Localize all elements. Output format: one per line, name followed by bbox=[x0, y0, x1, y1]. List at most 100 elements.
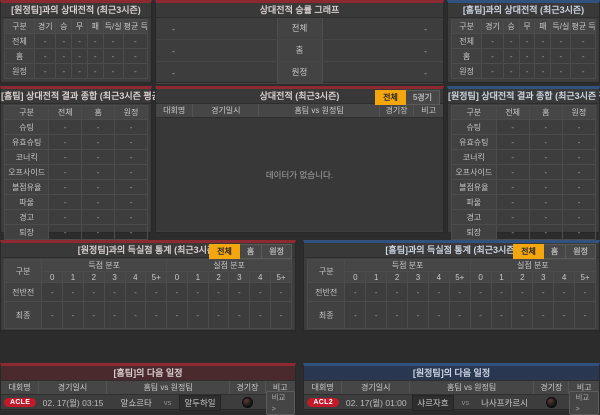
stat-cell: - bbox=[481, 33, 504, 49]
column-header: 홈 bbox=[528, 105, 563, 120]
stat-cell: - bbox=[532, 301, 555, 329]
stat-cell: - bbox=[534, 63, 552, 79]
league-cell: ACLE bbox=[1, 395, 39, 410]
row-label: 전체 bbox=[3, 33, 36, 49]
stat-cell: - bbox=[81, 194, 116, 210]
compare-button[interactable]: 비교 > bbox=[265, 390, 295, 415]
column-header: 대회명 bbox=[304, 381, 343, 394]
panel-title-text: 상대전적 (최근3시즌) bbox=[259, 91, 340, 101]
tab-1[interactable]: 홈 bbox=[239, 244, 263, 259]
column-header: 경기장 bbox=[230, 381, 266, 394]
graph-row-label: 원정 bbox=[276, 62, 323, 83]
tab-1[interactable]: 홈 bbox=[543, 244, 567, 259]
header-score-row: 0 1 2 3 4 5+ 0 1 2 3 4 5+ bbox=[308, 271, 596, 283]
group-header: 득점 분포 bbox=[344, 259, 471, 272]
row-label: 파울 bbox=[3, 194, 50, 210]
stat-cell: - bbox=[186, 282, 209, 302]
league-cell: ACL2 bbox=[304, 395, 342, 410]
row-label: 볼점유율 bbox=[451, 179, 497, 195]
stat-cell: - bbox=[570, 63, 596, 79]
score-header: 5+ bbox=[448, 271, 471, 283]
row-label: 전체 bbox=[450, 33, 483, 49]
match-datetime: 02. 17(월) 01:00 bbox=[345, 397, 407, 408]
league-badge: ACLE bbox=[3, 398, 37, 407]
tab-1[interactable]: 5경기 bbox=[405, 90, 440, 105]
home-team-name: 샤르자흐 bbox=[412, 394, 454, 411]
stat-cell: - bbox=[81, 164, 116, 180]
etc-cell: 비교 > bbox=[569, 390, 599, 415]
stat-cell: - bbox=[81, 149, 116, 165]
away-winrate-value: - bbox=[323, 62, 444, 83]
panel-title: [홈팀]과의 득실점 통계 (최근3시즌) 전체 홈 원정 bbox=[304, 243, 599, 259]
column-header: 평균 득/실 bbox=[570, 19, 596, 34]
match-list-header: 대회명 경기일시 홈팀 vs 원정팀 경기장 비고 bbox=[156, 104, 443, 118]
stat-cell: - bbox=[81, 179, 116, 195]
panel-title-text: [원정팀]과의 득실점 통계 (최근3시즌) bbox=[77, 245, 219, 255]
stat-cell: - bbox=[344, 282, 367, 302]
stat-cell: - bbox=[570, 33, 596, 49]
stat-cell: - bbox=[495, 224, 530, 240]
stat-cell: - bbox=[145, 301, 168, 329]
stadium-icon[interactable] bbox=[242, 397, 254, 408]
tab-2[interactable]: 원정 bbox=[566, 244, 596, 259]
stats-table: 구분 전체 홈 원정 슈팅 - - - 유효슈팅 - - - 코너킥 - - - 오프사이드 - - - 볼점유율 - - -… bbox=[451, 105, 597, 240]
stat-cell: - bbox=[528, 194, 563, 210]
row-label: 유효슈팅 bbox=[451, 134, 497, 150]
column-header: 원정 bbox=[114, 105, 148, 120]
panel-title-text: [홈팀]의 다음 일정 bbox=[113, 368, 183, 378]
row-label: 슈팅 bbox=[3, 119, 50, 135]
column-header: 홈팀 vs 원정팀 bbox=[410, 381, 535, 394]
stat-cell: - bbox=[103, 282, 126, 302]
column-header: 승 bbox=[55, 19, 73, 34]
panel-title: 상대전적 (최근3시즌) 전체 5경기 bbox=[156, 89, 443, 105]
column-header: 원정 bbox=[561, 105, 597, 120]
away-winrate-value: - bbox=[323, 40, 444, 61]
column-header: 평균 득/실 bbox=[122, 19, 149, 34]
panel-title-text: [원정팀]의 다음 일정 bbox=[412, 368, 491, 378]
stat-cell: - bbox=[448, 301, 471, 329]
venue-cell bbox=[230, 395, 265, 410]
stat-cell: - bbox=[48, 134, 83, 150]
home-winrate-text: - bbox=[172, 45, 175, 56]
table-row: 슈팅 - - - bbox=[451, 119, 597, 135]
column-header: 구분 bbox=[450, 19, 483, 34]
table-row: 유효슈팅 - - - bbox=[3, 134, 148, 150]
stat-cell: - bbox=[102, 63, 124, 79]
away-team-name: 알두하일 bbox=[179, 394, 221, 411]
stat-cell: - bbox=[82, 282, 105, 302]
tab-0[interactable]: 전체 bbox=[513, 244, 544, 259]
tab-2[interactable]: 원정 bbox=[262, 244, 292, 259]
stat-cell: - bbox=[102, 48, 124, 64]
tab-0[interactable]: 전체 bbox=[209, 244, 240, 259]
panel-home-next-schedule: [홈팀]의 다음 일정 대회명 경기일시 홈팀 vs 원정팀 경기장 비고 ACLE 02… bbox=[0, 363, 296, 415]
match-datetime: 02. 17(월) 03:15 bbox=[42, 397, 104, 408]
score-header: 0 bbox=[166, 271, 188, 283]
stat-cell: - bbox=[511, 301, 534, 329]
column-header: 경기일시 bbox=[342, 381, 411, 394]
stat-cell: - bbox=[407, 301, 429, 329]
table-row: 최종 - - - - - - - - - - - - bbox=[3, 301, 292, 329]
goals-stats-tabs: 전체 홈 원정 bbox=[513, 244, 596, 259]
stat-cell: - bbox=[528, 179, 563, 195]
graph-row: - 원정 - bbox=[156, 62, 443, 84]
column-header: 홈 bbox=[81, 105, 116, 120]
stat-cell: - bbox=[124, 282, 147, 302]
tab-0[interactable]: 전체 bbox=[375, 90, 406, 105]
compare-button[interactable]: 비교 > bbox=[569, 390, 599, 415]
stat-cell: - bbox=[502, 33, 520, 49]
stat-cell: - bbox=[34, 33, 57, 49]
stat-cell: - bbox=[532, 282, 555, 302]
panel-title-text: [원정팀] 상대전적 결과 종합 (최근3시즌 평균) bbox=[448, 91, 600, 101]
stat-cell: - bbox=[55, 33, 73, 49]
table-row: 오프사이드 - - - bbox=[451, 164, 597, 180]
home-winrate-value: - bbox=[156, 18, 277, 39]
score-header: 1 bbox=[490, 271, 513, 283]
stat-cell: - bbox=[495, 209, 530, 225]
stat-cell: - bbox=[561, 149, 597, 165]
stadium-icon[interactable] bbox=[546, 397, 558, 408]
table-row: 코너킥 - - - bbox=[451, 149, 597, 165]
stat-cell: - bbox=[249, 282, 272, 302]
table-row: 볼점유율 - - - bbox=[3, 179, 148, 195]
